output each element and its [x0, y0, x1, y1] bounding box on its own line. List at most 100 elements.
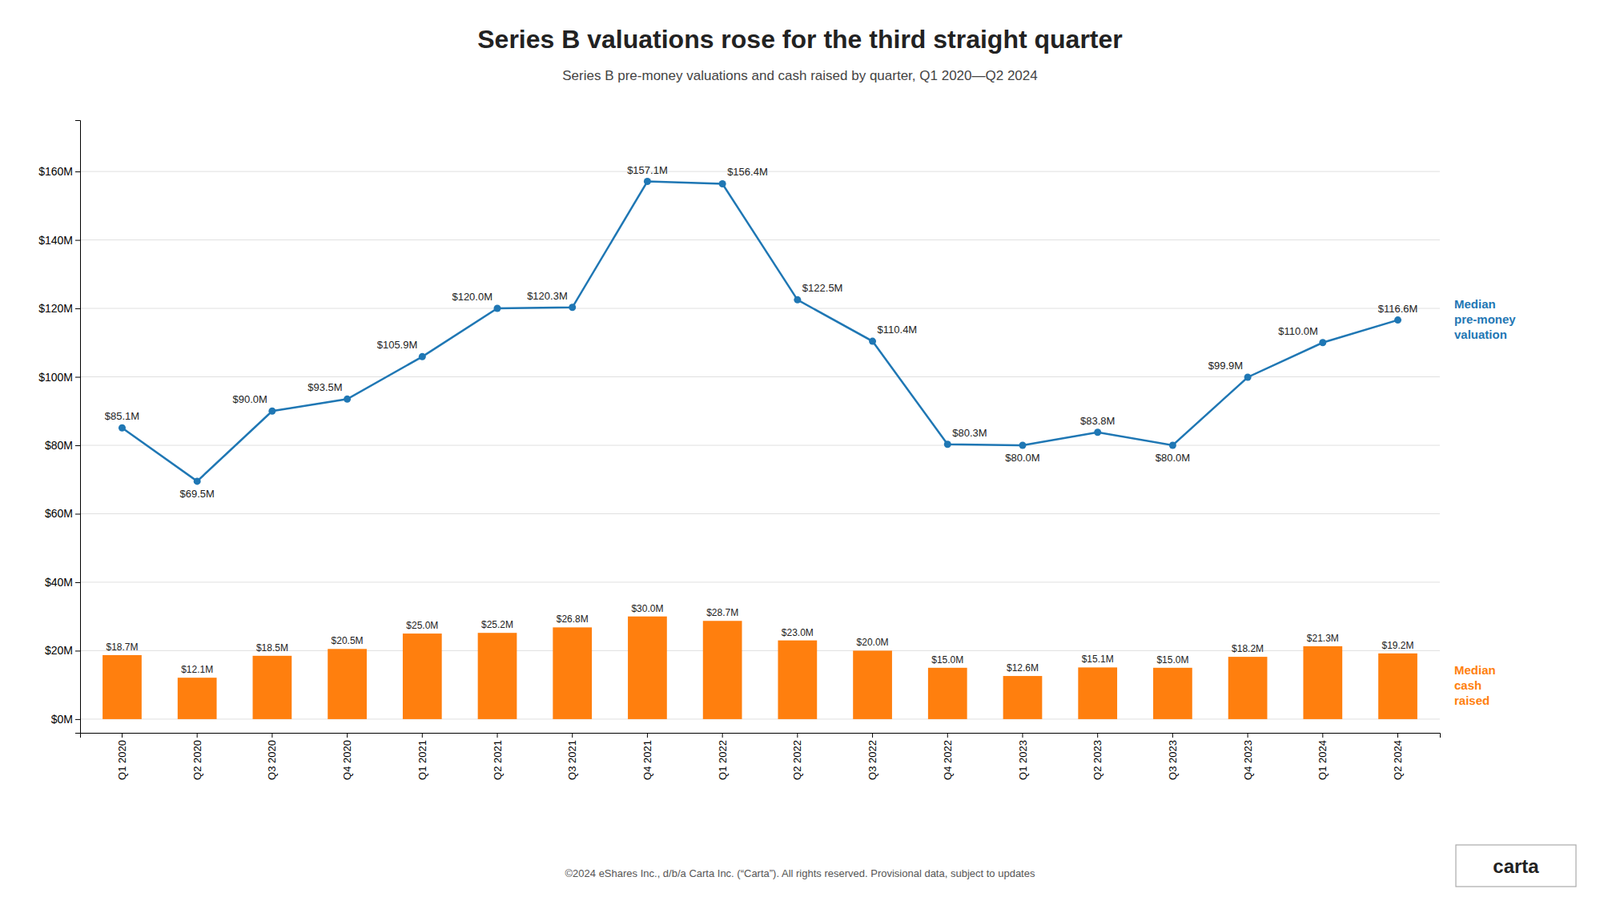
- bar-series: [102, 616, 1418, 720]
- x-tick-label: Q3 2020: [265, 739, 278, 780]
- marker: [944, 440, 952, 448]
- bar: [852, 650, 893, 719]
- logo: carta: [1455, 844, 1576, 887]
- logo-box: [1455, 844, 1576, 887]
- line-label: $122.5M: [802, 281, 844, 294]
- x-tick-label: Q4 2023: [1242, 739, 1255, 780]
- bar-label: $12.1M: [180, 663, 214, 676]
- y-tick: $160M: [38, 164, 81, 178]
- x-tick: Q1 2020: [116, 732, 129, 780]
- y-tick-mark: [75, 308, 81, 310]
- line-label: $116.6M: [1378, 302, 1419, 315]
- legend-line: raised: [1454, 693, 1490, 708]
- x-tick-label: Q4 2021: [641, 739, 654, 780]
- line: [121, 181, 1398, 482]
- bar: [1378, 653, 1418, 720]
- bar: [627, 616, 668, 720]
- x-axis-line: [80, 733, 1441, 739]
- x-tick-label: Q2 2024: [1391, 739, 1404, 780]
- grid-line: [80, 513, 1440, 515]
- y-tick-label: $0M: [51, 712, 73, 726]
- x-tick-mark: [722, 732, 724, 738]
- grid-line: [80, 376, 1440, 378]
- legend-line: valuation: [1454, 327, 1508, 342]
- x-tick-mark: [947, 732, 949, 738]
- bar-label: $15.0M: [1156, 654, 1189, 666]
- bar: [703, 620, 743, 720]
- marker: [568, 303, 576, 311]
- line-label: $110.0M: [1278, 325, 1319, 338]
- bar-label: $15.1M: [1081, 653, 1114, 665]
- y-tick-label: $60M: [44, 506, 73, 520]
- y-tick: $20M: [44, 643, 81, 657]
- bar: [253, 655, 293, 720]
- line-label: $90.0M: [233, 393, 268, 406]
- x-tick-label: Q1 2023: [1017, 739, 1030, 780]
- x-tick: Q3 2023: [1166, 732, 1179, 780]
- y-tick-label: $100M: [38, 370, 73, 384]
- line-label: $105.9M: [377, 338, 419, 351]
- y-tick: $140M: [38, 233, 81, 247]
- bar-label: $15.0M: [931, 654, 964, 666]
- marker: [643, 177, 652, 185]
- y-tick-mark: [75, 240, 81, 242]
- x-tick-label: Q2 2020: [191, 739, 204, 780]
- chart: Series B valuations rose for the third s…: [0, 0, 1600, 901]
- grid: [80, 171, 1440, 720]
- footer: ©2024 eShares Inc., d/b/a Carta Inc. (“C…: [565, 867, 1036, 880]
- x-tick-mark: [872, 732, 873, 738]
- y-tick: $0M: [51, 712, 81, 726]
- line-label: $120.3M: [526, 289, 568, 302]
- x-tick: Q4 2021: [641, 732, 654, 780]
- bar: [1003, 675, 1043, 720]
- line-label: $93.5M: [307, 381, 342, 394]
- x-tick-label: Q4 2022: [941, 739, 954, 780]
- line-label: $80.3M: [952, 426, 987, 439]
- bar-label: $12.6M: [1006, 662, 1039, 674]
- line-label: $80.0M: [1005, 451, 1040, 464]
- x-tick: Q1 2023: [1017, 732, 1030, 780]
- y-tick-mark: [75, 513, 81, 515]
- bar: [1077, 667, 1118, 720]
- marker: [719, 180, 727, 188]
- bar-label: $28.7M: [706, 607, 739, 619]
- bar: [327, 648, 367, 720]
- y-tick-label: $140M: [38, 233, 73, 247]
- bar: [177, 677, 218, 720]
- x-tick-label: Q3 2023: [1166, 739, 1179, 780]
- bar: [402, 633, 443, 720]
- x-tick: Q4 2022: [941, 732, 954, 780]
- y-axis-line: [75, 120, 81, 734]
- y-tick-mark: [75, 650, 81, 652]
- x-tick: Q1 2024: [1316, 732, 1329, 780]
- legend-line: cash: [1454, 678, 1482, 692]
- grid-line: [80, 581, 1440, 583]
- legend-line: Median: [1454, 297, 1496, 311]
- logo-text: carta: [1492, 855, 1540, 877]
- y-tick: $60M: [44, 506, 81, 520]
- x-tick: Q1 2022: [716, 732, 729, 780]
- x-tick: Q2 2023: [1091, 732, 1104, 780]
- bar-label: $18.7M: [105, 641, 138, 653]
- y-tick: $100M: [38, 370, 81, 384]
- x-tick-label: Q1 2022: [716, 739, 729, 780]
- y-tick-mark: [75, 445, 81, 447]
- line-label: $120.0M: [451, 290, 493, 303]
- marker: [418, 353, 427, 361]
- x-tick: Q2 2022: [791, 732, 804, 780]
- x-tick-mark: [1097, 732, 1098, 738]
- y-tick-mark: [75, 719, 81, 720]
- y-tick-label: $160M: [38, 164, 73, 178]
- bar-label: $25.2M: [481, 619, 514, 631]
- data-labels: $18.7M$12.1M$18.5M$20.5M$25.0M$25.2M$26.…: [104, 164, 1419, 676]
- x-tick-mark: [196, 732, 198, 738]
- marker: [1018, 442, 1026, 450]
- bar-label: $18.2M: [1231, 643, 1264, 655]
- marker: [868, 337, 877, 346]
- y-tick: $40M: [44, 575, 81, 589]
- legend-entry: Medianpre-moneyvaluation: [1454, 297, 1516, 342]
- x-tick-mark: [497, 732, 499, 738]
- x-tick-mark: [647, 732, 648, 738]
- y-tick-mark: [75, 171, 81, 173]
- bar-label: $25.0M: [406, 619, 439, 632]
